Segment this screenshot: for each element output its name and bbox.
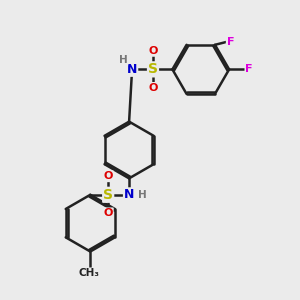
Text: H: H: [138, 190, 147, 200]
Text: N: N: [127, 63, 137, 76]
Text: H: H: [119, 55, 128, 65]
Text: CH₃: CH₃: [78, 268, 99, 278]
Text: O: O: [103, 171, 113, 181]
Text: N: N: [124, 188, 134, 201]
Text: S: S: [103, 188, 113, 202]
Text: F: F: [227, 37, 234, 47]
Text: S: S: [148, 62, 158, 76]
Text: O: O: [148, 46, 158, 56]
Text: O: O: [103, 208, 113, 218]
Text: O: O: [148, 83, 158, 93]
Text: F: F: [245, 64, 253, 74]
